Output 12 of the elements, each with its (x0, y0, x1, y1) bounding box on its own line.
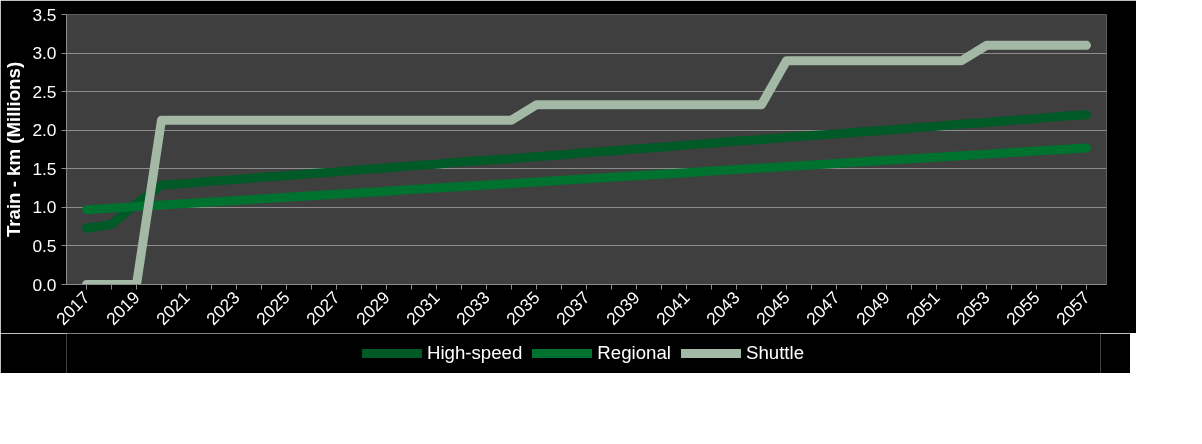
legend-label: Shuttle (745, 342, 805, 364)
y-tick-label: 3.5 (32, 4, 57, 25)
y-tick-label: 1.0 (32, 197, 57, 218)
y-axis-title: Train - km (Millions) (3, 61, 25, 238)
y-tick-label: 2.0 (32, 120, 57, 141)
legend-label: Regional (597, 342, 671, 364)
y-tick-label: 0.5 (32, 235, 57, 256)
y-tick-label: 0.0 (32, 274, 57, 295)
y-tick-label: 1.5 (32, 158, 57, 179)
legend-label: High-speed (426, 342, 523, 364)
y-tick-label: 2.5 (32, 81, 57, 102)
y-tick-label: 3.0 (32, 43, 57, 64)
